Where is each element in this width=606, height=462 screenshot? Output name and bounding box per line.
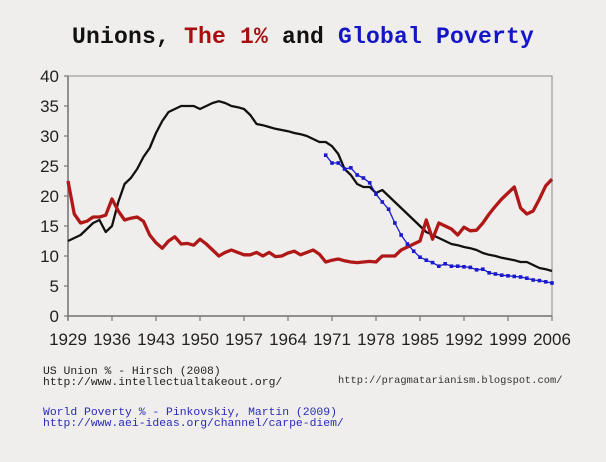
title-and: and <box>267 24 338 50</box>
title-unions: Unions, <box>71 24 184 50</box>
y-tick-label: 35 <box>40 97 59 116</box>
x-tick-label: 1929 <box>49 330 87 349</box>
poverty-point <box>531 278 535 282</box>
poverty-point <box>355 173 359 177</box>
poverty-point <box>342 167 347 171</box>
x-tick-label: 2006 <box>533 330 571 349</box>
poverty-point <box>424 258 429 262</box>
x-tick-label: 1957 <box>225 330 263 349</box>
poverty-point <box>462 265 466 269</box>
blog-url: http://pragmatarianism.blogspot.com/ <box>338 375 563 387</box>
poverty-point <box>330 161 334 165</box>
x-tick-label: 1985 <box>401 330 439 349</box>
poverty-point <box>361 176 366 180</box>
poverty-source: World Poverty % - Pinkovskiy, Martin (20… <box>43 407 337 419</box>
poverty-point <box>525 276 529 280</box>
poverty-point <box>367 181 372 185</box>
union-line <box>67 100 553 273</box>
poverty-point <box>468 265 473 270</box>
poverty-point <box>443 262 447 266</box>
poverty-point <box>481 267 485 271</box>
poverty-point <box>349 166 353 170</box>
poverty-point <box>455 264 460 268</box>
poverty-point <box>518 275 523 279</box>
title-top1: The 1% <box>183 24 268 50</box>
title-poverty: Global Poverty <box>338 24 535 50</box>
poverty-point <box>380 200 385 204</box>
poverty-point <box>543 280 548 284</box>
poverty-point <box>336 161 341 165</box>
poverty-point <box>405 242 410 246</box>
y-tick-label: 15 <box>40 217 59 236</box>
poverty-point <box>393 221 397 225</box>
union-url: http://www.intellectualtakeout.org/ <box>43 377 283 389</box>
poverty-point <box>399 233 403 237</box>
poverty-source-note: World Poverty % - Pinkovskiy, Martin (20… <box>43 407 344 430</box>
x-tick-label: 1978 <box>357 330 395 349</box>
poverty-point <box>411 249 416 253</box>
poverty-point <box>418 255 422 259</box>
poverty-point <box>487 271 491 275</box>
poverty-point <box>374 192 378 196</box>
poverty-point <box>499 273 504 277</box>
poverty-point <box>550 281 554 285</box>
poverty-point <box>449 264 454 268</box>
chart-title: Unions, The 1% and Global Poverty <box>0 24 606 50</box>
poverty-point <box>474 268 479 272</box>
top1-line <box>66 178 554 265</box>
union-source: US Union % - Hirsch (2008) <box>43 366 221 378</box>
poverty-point <box>537 278 542 283</box>
x-tick-label: 1999 <box>489 330 527 349</box>
x-tick-label: 1936 <box>93 330 131 349</box>
poverty-point <box>430 260 435 265</box>
x-tick-label: 1964 <box>269 330 307 349</box>
x-tick-label: 1971 <box>313 330 351 349</box>
y-tick-label: 30 <box>40 127 59 146</box>
plot-frame <box>67 75 553 317</box>
poverty-point <box>493 272 498 276</box>
poverty-point <box>323 153 328 157</box>
y-tick-label: 40 <box>40 67 59 86</box>
union-source-note: US Union % - Hirsch (2008) http://www.int… <box>43 366 283 389</box>
y-tick-label: 25 <box>40 157 59 176</box>
x-tick-label: 1992 <box>445 330 483 349</box>
x-tick-label: 1950 <box>181 330 219 349</box>
y-tick-label: 0 <box>50 307 59 326</box>
y-tick-label: 5 <box>50 277 59 296</box>
poverty-point <box>386 207 391 211</box>
y-tick-label: 20 <box>40 187 59 206</box>
x-tick-label: 1943 <box>137 330 175 349</box>
y-tick-label: 10 <box>40 247 59 266</box>
poverty-point <box>506 274 510 278</box>
poverty-url: http://www.aei-ideas.org/channel/carpe-d… <box>43 418 344 430</box>
poverty-point <box>437 264 441 268</box>
poverty-point <box>512 274 517 279</box>
